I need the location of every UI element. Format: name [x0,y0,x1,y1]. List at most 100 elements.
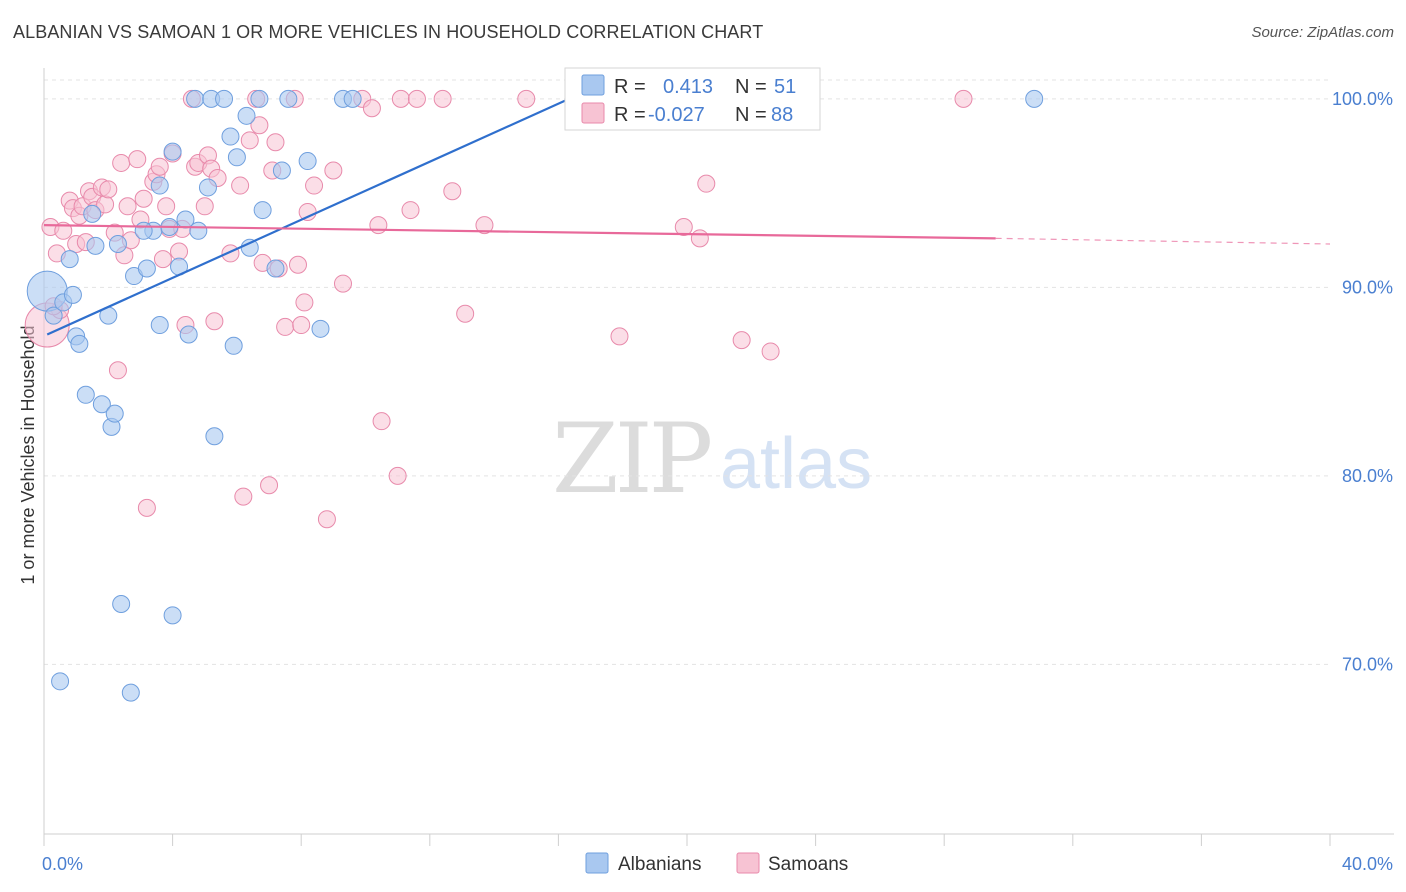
albanian-point [70,334,89,353]
albanian-point [215,89,234,108]
albanian-trend-line [46,80,608,336]
albanian-point [134,221,153,240]
y-tick-label: 70.0% [1342,654,1393,674]
samoan-point [276,317,295,336]
samoan-point [234,487,253,506]
albanian-point [343,89,362,108]
samoan-point [388,466,407,485]
albanian-point [92,395,111,414]
watermark-atlas: atlas [720,424,872,504]
samoan-point [128,150,147,169]
samoan-point [333,274,352,293]
samoan-point [324,161,343,180]
chart-source: Source: ZipAtlas.com [1251,24,1394,41]
x-tick-label-max: 40.0% [1342,854,1393,874]
grid-layer [44,79,1330,665]
samoan-trend-line [43,224,996,240]
samoan-point [231,176,250,195]
samoan-point [292,316,311,335]
samoan-point [195,197,214,216]
y-tick-label: 100.0% [1332,89,1393,109]
samoan-point [391,89,410,108]
samoan-point [610,327,629,346]
albanian-point [1025,89,1044,108]
samoans-legend-swatch [736,852,760,874]
samoan-point [260,476,279,495]
albanian-r-label: R = [614,76,646,98]
samoan-point [288,255,307,274]
albanian-point [179,325,198,344]
trend-layer [43,80,1331,336]
samoan-point [674,218,693,237]
series-legend: Albanians Samoans [585,852,848,875]
albanian-point [163,606,182,625]
watermark-zip: ZIP [552,403,711,515]
albanian-point [221,127,240,146]
samoan-point [433,89,452,108]
albanian-point [227,148,246,167]
samoan-point [108,361,127,380]
albanian-point [205,427,224,446]
x-tick-label-min: 0.0% [42,854,83,874]
y-tick-label: 80.0% [1342,466,1393,486]
samoan-point [153,250,172,269]
albanian-legend-swatch [581,74,605,96]
albanian-point [237,106,256,125]
samoan-point [99,180,118,199]
samoan-point [170,242,189,261]
samoan-point [240,131,259,150]
albanian-n-label: N = [735,76,767,98]
samoan-point [205,312,224,331]
samoan-point [475,216,494,235]
albanian-point [224,336,243,355]
samoan-point [266,133,285,152]
y-axis-title: 1 or more Vehicles in Household [18,325,38,584]
samoan-points [24,89,973,529]
albanian-point [83,204,102,223]
albanian-point [108,234,127,253]
samoan-point [150,157,169,176]
albanian-point [137,259,156,278]
samoan-legend-swatch [581,102,605,124]
albanians-legend-swatch [585,852,609,874]
samoan-point [456,304,475,323]
samoan-point [761,342,780,361]
samoan-point [112,153,131,172]
samoan-r-value: -0.027 [648,104,705,126]
albanian-point [298,152,317,171]
albanian-point [105,404,124,423]
samoan-n-value: 88 [771,104,793,126]
albanian-point [63,285,82,304]
y-tick-label: 90.0% [1342,277,1393,297]
samoan-point [317,510,336,529]
stats-legend-box [564,67,821,131]
albanian-point [150,176,169,195]
albanian-points [26,89,1044,702]
albanian-point [76,385,95,404]
samoan-point [118,197,137,216]
samoan-point [305,176,324,195]
samoan-point [134,189,153,208]
albanian-point [150,316,169,335]
albanian-point [198,178,217,197]
samoan-point [369,216,388,235]
albanian-point [121,683,140,702]
stats-legend: R = 0.413 N = 51 R = -0.027 N = 88 [564,67,821,131]
samoan-point [517,89,536,108]
albanian-point [112,595,131,614]
samoan-point [137,498,156,517]
albanian-point [86,236,105,255]
samoan-point [372,412,391,431]
albanian-point [44,306,63,325]
albanian-point [189,221,208,240]
axis-layer: 100.0% 90.0% 80.0% 70.0% 0.0% 40.0% [42,68,1394,874]
samoan-point [697,174,716,193]
samoan-n-label: N = [735,104,767,126]
samoan-point [401,201,420,220]
samoan-point [295,293,314,312]
albanian-point [266,259,285,278]
albanian-point [279,89,298,108]
albanian-point [250,89,269,108]
samoan-point [250,116,269,135]
